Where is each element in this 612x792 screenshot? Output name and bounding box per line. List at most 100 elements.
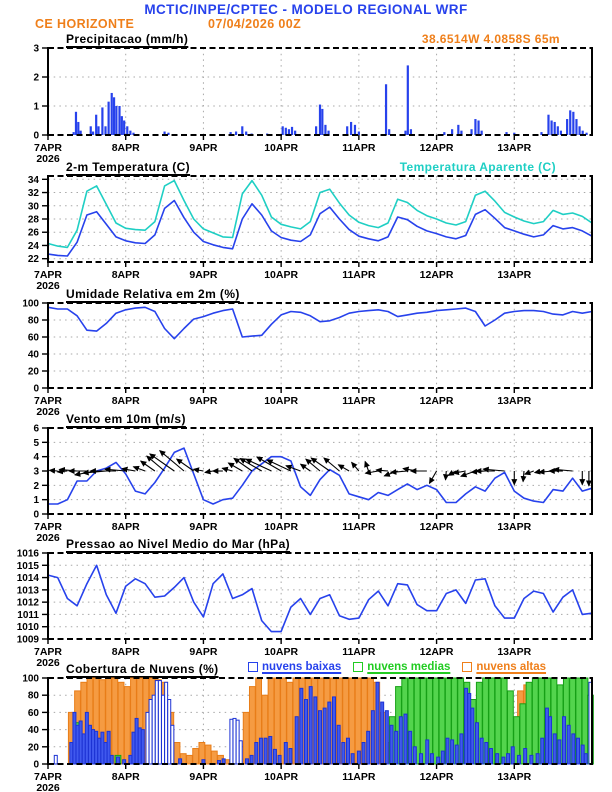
humidity-title: Umidade Relativa em 2m (%) (66, 287, 240, 301)
svg-text:2026: 2026 (36, 153, 60, 165)
svg-text:9APR: 9APR (189, 771, 217, 783)
svg-text:13APR: 13APR (497, 771, 531, 783)
svg-text:1010: 1010 (17, 622, 40, 633)
svg-text:9APR: 9APR (189, 395, 217, 407)
svg-text:12APR: 12APR (420, 521, 454, 533)
svg-text:10APR: 10APR (264, 142, 298, 154)
svg-text:12APR: 12APR (420, 646, 454, 658)
svg-text:2026: 2026 (36, 782, 60, 792)
svg-text:1014: 1014 (17, 573, 40, 584)
svg-text:11APR: 11APR (342, 269, 376, 281)
svg-text:60: 60 (28, 708, 40, 719)
legend-label: nuvens baixas (262, 661, 342, 673)
svg-text:7APR: 7APR (34, 395, 62, 407)
nuvens-baixas-swatch-icon (248, 662, 258, 672)
legend-label: nuvens altas (476, 661, 547, 673)
svg-text:13APR: 13APR (497, 646, 531, 658)
svg-text:8APR: 8APR (112, 646, 140, 658)
svg-text:8APR: 8APR (112, 521, 140, 533)
svg-text:60: 60 (28, 333, 40, 344)
svg-text:2026: 2026 (36, 280, 60, 292)
svg-text:12APR: 12APR (420, 771, 454, 783)
svg-text:1015: 1015 (17, 561, 40, 572)
legend-label: nuvens medias (367, 661, 451, 673)
svg-text:5: 5 (33, 438, 39, 449)
svg-text:8APR: 8APR (112, 142, 140, 154)
svg-text:9APR: 9APR (189, 521, 217, 533)
svg-text:34: 34 (28, 175, 40, 186)
svg-text:80: 80 (28, 316, 40, 327)
svg-text:13APR: 13APR (497, 142, 531, 154)
svg-text:7APR: 7APR (34, 521, 62, 533)
svg-text:4: 4 (33, 452, 39, 463)
svg-text:10APR: 10APR (264, 771, 298, 783)
svg-text:1013: 1013 (17, 585, 40, 596)
svg-text:0: 0 (33, 131, 39, 142)
svg-text:0: 0 (33, 510, 39, 521)
svg-text:1009: 1009 (17, 635, 40, 646)
svg-text:24: 24 (28, 241, 40, 252)
legend-item-nuvens-medias: nuvens medias (353, 661, 450, 673)
svg-text:12APR: 12APR (420, 142, 454, 154)
svg-text:13APR: 13APR (497, 269, 531, 281)
svg-text:10APR: 10APR (264, 395, 298, 407)
precipitation-title: Precipitacao (mm/h) (66, 32, 189, 46)
svg-text:2026: 2026 (36, 657, 60, 669)
svg-text:1016: 1016 (17, 549, 40, 560)
svg-text:2: 2 (33, 73, 39, 84)
model-run-datetime: 07/04/2026 00Z (208, 17, 302, 31)
svg-text:1: 1 (33, 495, 39, 506)
svg-text:10APR: 10APR (264, 269, 298, 281)
temperature-title: 2-m Temperatura (C) (66, 160, 191, 174)
svg-text:1012: 1012 (17, 598, 40, 609)
svg-text:40: 40 (28, 725, 40, 736)
svg-text:8APR: 8APR (112, 395, 140, 407)
legend-item-nuvens-altas: nuvens altas (462, 661, 546, 673)
svg-text:11APR: 11APR (342, 521, 376, 533)
svg-text:1: 1 (33, 102, 39, 113)
svg-text:32: 32 (28, 188, 40, 199)
nuvens-altas-swatch-icon (462, 662, 473, 672)
svg-text:11APR: 11APR (342, 646, 376, 658)
svg-text:7APR: 7APR (34, 646, 62, 658)
svg-text:10APR: 10APR (264, 646, 298, 658)
svg-text:9APR: 9APR (189, 269, 217, 281)
svg-text:0: 0 (33, 760, 39, 771)
wind-title: Vento em 10m (m/s) (66, 412, 186, 426)
svg-text:8APR: 8APR (112, 269, 140, 281)
svg-text:7APR: 7APR (34, 771, 62, 783)
svg-text:11APR: 11APR (342, 771, 376, 783)
svg-text:3: 3 (33, 467, 39, 478)
svg-text:30: 30 (28, 201, 40, 212)
svg-text:6: 6 (33, 424, 39, 435)
cloud-cover-title: Cobertura de Nuvens (%) (66, 662, 219, 676)
svg-text:7APR: 7APR (34, 269, 62, 281)
nuvens-medias-swatch-icon (353, 662, 364, 672)
station-name: CE HORIZONTE (35, 17, 135, 31)
svg-text:100: 100 (22, 674, 39, 685)
svg-text:26: 26 (28, 228, 40, 239)
svg-text:22: 22 (28, 254, 40, 265)
svg-text:1011: 1011 (17, 610, 39, 621)
svg-text:13APR: 13APR (497, 395, 531, 407)
page-title: MCTIC/INPE/CPTEC - MODELO REGIONAL WRF (144, 2, 468, 17)
svg-text:11APR: 11APR (342, 142, 376, 154)
svg-text:7APR: 7APR (34, 142, 62, 154)
svg-text:40: 40 (28, 350, 40, 361)
svg-text:10APR: 10APR (264, 521, 298, 533)
svg-text:3: 3 (33, 44, 39, 55)
svg-text:20: 20 (28, 742, 40, 753)
svg-text:20: 20 (28, 367, 40, 378)
svg-text:9APR: 9APR (189, 646, 217, 658)
svg-text:2026: 2026 (36, 532, 60, 544)
apparent-temperature-title: Temperatura Aparente (C) (399, 160, 556, 174)
svg-text:13APR: 13APR (497, 521, 531, 533)
svg-text:100: 100 (22, 299, 39, 310)
